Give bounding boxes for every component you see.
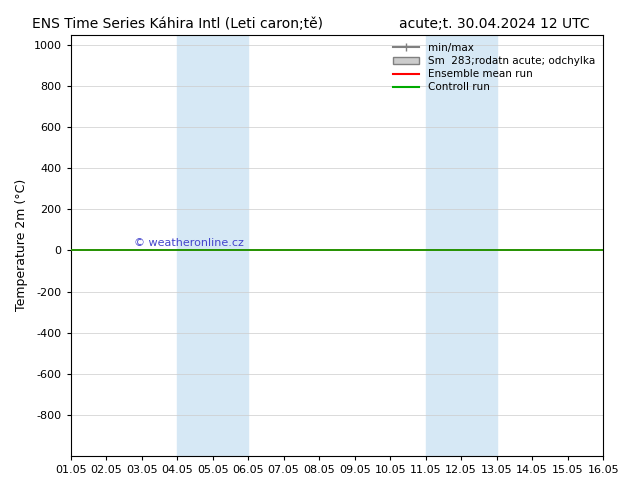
Text: © weatheronline.cz: © weatheronline.cz xyxy=(134,238,244,248)
Bar xyxy=(177,35,248,456)
Legend: min/max, Sm  283;rodatn acute; odchylka, Ensemble mean run, Controll run: min/max, Sm 283;rodatn acute; odchylka, … xyxy=(390,40,598,96)
Text: acute;t. 30.04.2024 12 UTC: acute;t. 30.04.2024 12 UTC xyxy=(399,17,590,31)
Bar xyxy=(425,35,496,456)
Y-axis label: Temperature 2m (°C): Temperature 2m (°C) xyxy=(15,179,28,312)
Text: ENS Time Series Káhira Intl (Leti caron;tě): ENS Time Series Káhira Intl (Leti caron;… xyxy=(32,17,323,31)
